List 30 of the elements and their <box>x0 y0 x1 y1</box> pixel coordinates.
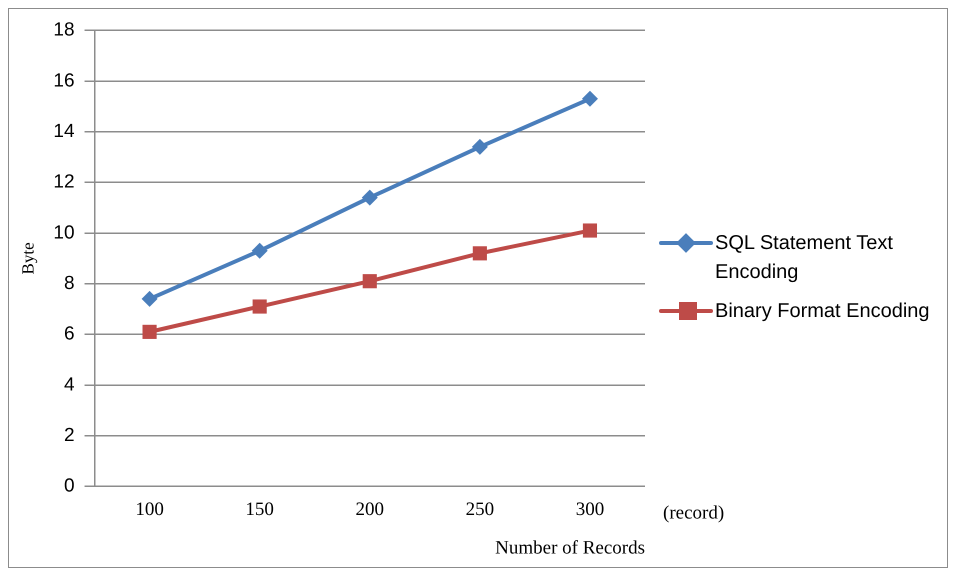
y-tick-label: 14 <box>53 120 75 142</box>
x-tick-label: 250 <box>466 498 494 520</box>
y-tick-label: 18 <box>53 20 75 41</box>
y-tick-label: 6 <box>64 324 75 345</box>
legend-label: Binary Format Encoding <box>715 299 930 324</box>
point <box>142 290 158 307</box>
y-tick-label: 16 <box>53 70 75 92</box>
y-axis-title: Byte <box>18 242 38 274</box>
x-axis-title: Number of Records <box>495 538 645 559</box>
legend-label: SQL Statement Text Encoding <box>715 231 894 285</box>
x-tick-label: 300 <box>576 498 604 520</box>
point <box>582 90 598 107</box>
point <box>142 324 157 339</box>
point <box>472 138 488 155</box>
point <box>582 223 598 238</box>
y-tick-label: 2 <box>64 424 75 446</box>
point <box>362 274 377 288</box>
point <box>252 299 267 314</box>
y-tick-label: 10 <box>53 222 75 244</box>
y-tick-label: 4 <box>64 374 75 396</box>
y-tick-label: 8 <box>64 272 75 294</box>
point <box>362 190 378 206</box>
text: (record) <box>663 502 724 524</box>
x-tick-label: 200 <box>356 498 384 520</box>
y-tick-label: 12 <box>53 172 75 193</box>
point <box>472 246 487 260</box>
y-tick-label: 0 <box>64 476 75 497</box>
point <box>252 242 268 259</box>
x-tick-label: 150 <box>245 498 274 520</box>
x-tick-label: 100 <box>135 498 164 520</box>
